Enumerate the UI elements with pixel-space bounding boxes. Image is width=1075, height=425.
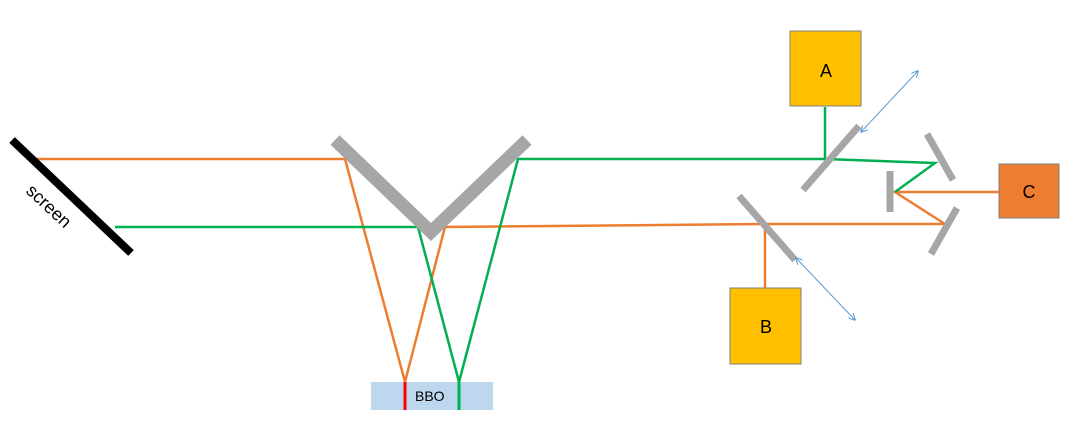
bbo-label: BBO: [415, 388, 445, 404]
orange-beam-lower: [403, 222, 945, 383]
source-c-label: C: [1023, 182, 1036, 202]
source-a-box: [789, 30, 862, 107]
source-b-box: [729, 287, 802, 365]
bbo-crystal: [371, 382, 493, 410]
mirror-upper-right: [923, 132, 957, 182]
beam-splitter-b: [736, 193, 798, 263]
green-beam-lower: [115, 225, 461, 383]
screen-bar: [9, 137, 134, 256]
translation-arrow-a: [861, 71, 918, 132]
green-beam-upper: [457, 157, 825, 383]
beam-splitter-a: [800, 123, 862, 193]
green-beam-retro: [824, 157, 939, 194]
source-b-label: B: [760, 317, 772, 337]
mirror-lower-right: [927, 206, 961, 256]
v-mirror: [330, 135, 532, 242]
source-c-box: [998, 163, 1060, 219]
translation-arrow-b: [796, 258, 855, 320]
orange-beam-upper: [37, 157, 407, 383]
orange-beams: [37, 157, 999, 383]
source-a-label: A: [820, 61, 832, 81]
